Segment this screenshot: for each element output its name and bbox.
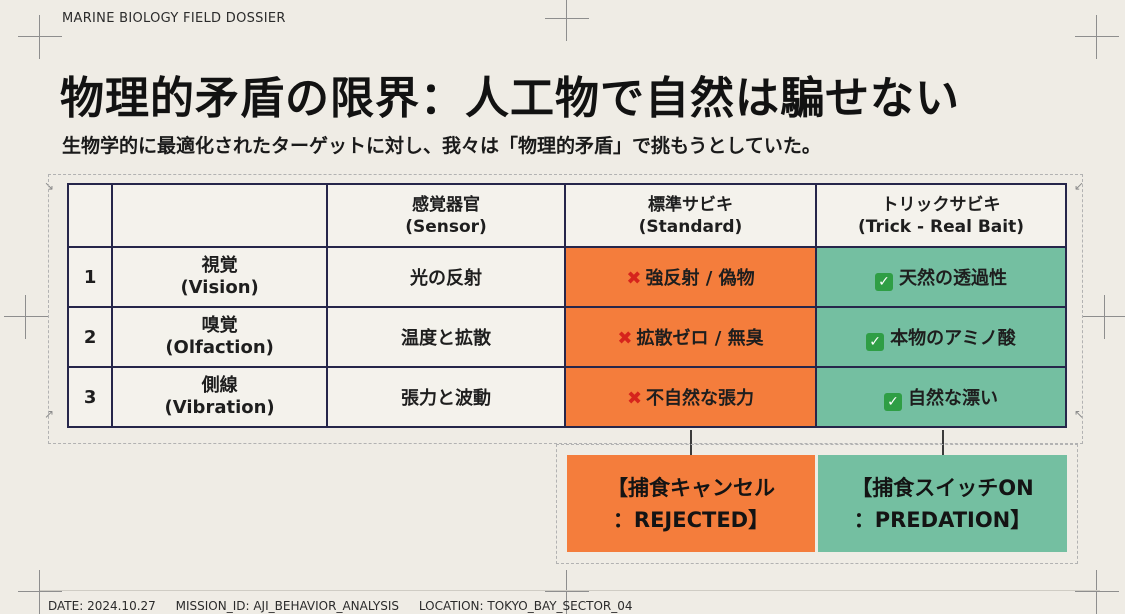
dossier-header-label: MARINE BIOLOGY FIELD DOSSIER [62, 11, 286, 26]
table-row: 2 嗅覚 (Olfaction) 温度と拡散 ✖ 拡散ゼロ / 無臭 ✓ 本物のアミ… [66, 306, 1068, 368]
sense-cell: 視覚 (Vision) [111, 246, 329, 308]
table-row: 1 視覚 (Vision) 光の反射 ✖ 強反射 / 偽物 ✓ 天然の透過性 [66, 246, 1068, 308]
standard-cell: ✖ 拡散ゼロ / 無臭 [563, 306, 817, 368]
row-number: 1 [66, 246, 114, 308]
corner-tick-icon: ↙ [1074, 179, 1085, 193]
result-box-predation: 【捕食スイッチON ：PREDATION】 [818, 455, 1067, 552]
trick-cell: ✓ 天然の透過性 [814, 246, 1068, 308]
standard-cell: ✖ 強反射 / 偽物 [563, 246, 817, 308]
corner-tick-icon: ↖ [1074, 407, 1085, 421]
crosshair-mark-top-center [545, 0, 589, 41]
column-header-trick: トリックサビキ (Trick - Real Bait) [814, 183, 1068, 248]
column-header-sensor: 感覚器官 (Sensor) [326, 183, 566, 248]
trick-cell: ✓ 本物のアミノ酸 [814, 306, 1068, 368]
page-subtitle: 生物学的に最適化されたターゲットに対し、我々は「物理的矛盾」で挑もうとしていた。 [62, 135, 821, 157]
crosshair-mark-mid-right [1083, 295, 1125, 339]
crosshair-mark-mid-left [4, 295, 48, 339]
page-title: 物理的矛盾の限界：人工物で自然は騙せない [60, 73, 960, 124]
footer-divider [40, 590, 1100, 591]
crosshair-mark-bottom-center [545, 570, 589, 614]
column-header-sense [111, 183, 329, 248]
row-number: 2 [66, 306, 114, 368]
cross-mark-icon: ✖ [626, 268, 642, 289]
result-frame-outline [556, 444, 1078, 564]
crosshair-mark-top-left [18, 15, 62, 59]
footer-metadata: DATE: 2024.10.27 MISSION_ID: AJI_BEHAVIO… [48, 599, 649, 613]
footer-location: LOCATION: TOKYO_BAY_SECTOR_04 [418, 599, 633, 613]
check-mark-icon: ✓ [866, 332, 885, 351]
footer-date: DATE: 2024.10.27 [48, 599, 156, 613]
crosshair-mark-top-right [1075, 15, 1119, 59]
cross-mark-icon: ✖ [617, 328, 633, 349]
row-number: 3 [66, 366, 114, 428]
trick-cell: ✓ 自然な漂い [814, 366, 1068, 428]
comparison-table: 感覚器官 (Sensor) 標準サビキ (Standard) トリックサビキ (… [66, 183, 1068, 428]
footer-mission-id: MISSION_ID: AJI_BEHAVIOR_ANALYSIS [175, 599, 400, 613]
column-header-number [66, 183, 114, 248]
connector-line-trick [942, 430, 944, 455]
standard-cell: ✖ 不自然な張力 [563, 366, 817, 428]
check-mark-icon: ✓ [883, 392, 902, 411]
cross-mark-icon: ✖ [626, 388, 643, 409]
result-box-rejected: 【捕食キャンセル ：REJECTED】 [567, 455, 815, 552]
sensor-cell: 光の反射 [326, 246, 566, 308]
connector-line-standard [690, 430, 692, 455]
sensor-cell: 温度と拡散 [326, 306, 566, 368]
sensor-cell: 張力と波動 [326, 366, 566, 428]
sense-cell: 側線 (Vibration) [111, 366, 329, 428]
check-mark-icon: ✓ [874, 272, 893, 291]
crosshair-mark-bottom-right [1075, 570, 1119, 614]
column-header-standard: 標準サビキ (Standard) [563, 183, 817, 248]
corner-tick-icon: ↘ [44, 179, 55, 193]
table-header-row: 感覚器官 (Sensor) 標準サビキ (Standard) トリックサビキ (… [66, 183, 1068, 248]
sense-cell: 嗅覚 (Olfaction) [111, 306, 329, 368]
corner-tick-icon: ↗ [44, 407, 55, 421]
crosshair-mark-bottom-left [18, 570, 62, 614]
table-frame-outline [48, 174, 1083, 444]
table-row: 3 側線 (Vibration) 張力と波動 ✖ 不自然な張力 ✓ 自然な漂い [66, 366, 1068, 428]
